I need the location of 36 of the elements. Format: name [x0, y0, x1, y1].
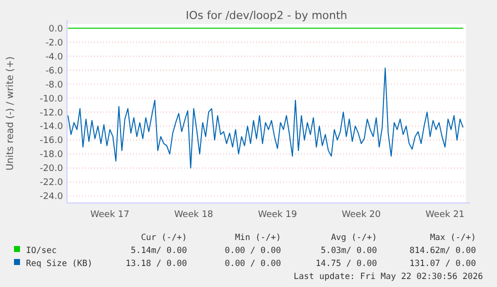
text: 5.03m/ 0.00 [320, 246, 377, 256]
line-series [68, 68, 464, 169]
y-tick-label: -6.0 [45, 66, 64, 76]
y-tick-label: -10.0 [40, 94, 64, 104]
y-tick-label: -12.0 [40, 108, 64, 118]
y-tick-label: -24.0 [40, 192, 64, 202]
x-tick-label: Week 17 [90, 210, 130, 220]
y-tick-label: -4.0 [45, 52, 64, 62]
legend-label: IO/sec [26, 246, 57, 256]
y-tick-label: -2.0 [45, 38, 64, 48]
text: Avg (-/+) [330, 233, 377, 243]
text: 131.07 / 0.00 [409, 259, 476, 269]
y-tick-label: -22.0 [40, 178, 64, 188]
text: 0.00 / 0.00 [224, 259, 281, 269]
text: 5.14m/ 0.00 [130, 246, 187, 256]
x-tick-label: Week 21 [426, 210, 465, 220]
x-tick-label: Week 19 [258, 210, 298, 220]
legend-label: Req Size (KB) [26, 259, 93, 269]
text: 0.00 / 0.00 [224, 246, 281, 256]
y-axis-title: Units read (-) / write (+) [5, 56, 16, 171]
text: Min (-/+) [234, 233, 281, 243]
y-tick-label: 0.0 [48, 24, 64, 34]
text: Max (-/+) [430, 233, 476, 243]
text: 14.75 / 0.00 [316, 259, 377, 269]
y-tick-label: -18.0 [40, 150, 64, 160]
y-tick-label: -20.0 [40, 164, 64, 174]
text: 814.62m/ 0.00 [409, 246, 476, 256]
y-tick-label: -16.0 [40, 136, 64, 146]
text: Cur (-/+) [140, 233, 187, 243]
y-tick-label: -14.0 [40, 122, 64, 132]
text: Last update: Fri May 22 02:30:56 2026 [294, 272, 483, 282]
x-tick-label: Week 20 [342, 210, 382, 220]
x-tick-label: Week 18 [174, 210, 214, 220]
chart-title: IOs for /dev/loop2 - by month [186, 9, 348, 22]
text: 13.18 / 0.00 [126, 259, 187, 269]
y-tick-label: -8.0 [45, 80, 64, 90]
